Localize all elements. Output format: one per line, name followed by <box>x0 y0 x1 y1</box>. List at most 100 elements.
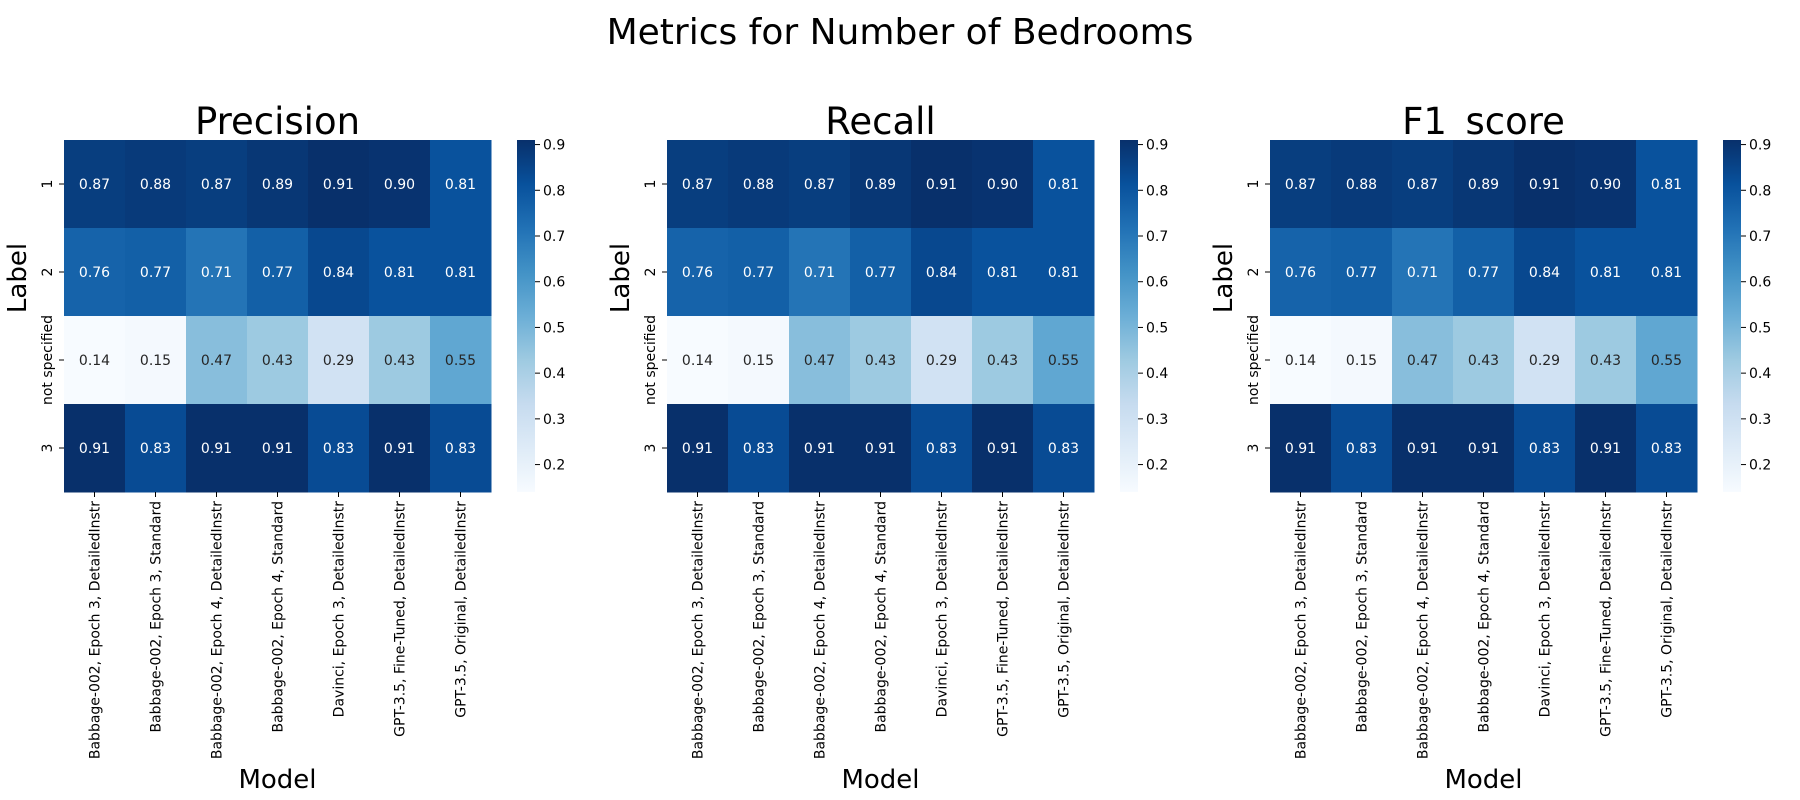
y-axis-label-f1-score: Label <box>1209 243 1239 313</box>
cell-label-f1-score-r0-c4: 0.91 <box>1529 177 1560 193</box>
cell-label-precision-r2-c5: 0.43 <box>384 353 415 369</box>
heatmap-cell-recall-r3-c0 <box>667 404 729 493</box>
cell-label-f1-score-r0-c0: 0.87 <box>1285 177 1316 193</box>
cell-label-recall-r2-c1: 0.15 <box>743 353 774 369</box>
cell-label-f1-score-r1-c6: 0.81 <box>1651 265 1682 281</box>
heatmap-cell-f1-score-r2-c1 <box>1331 316 1393 405</box>
heatmap-cell-precision-r2-c2 <box>186 316 248 405</box>
cell-label-recall-r0-c3: 0.89 <box>865 177 896 193</box>
heatmap-cell-precision-r2-c5 <box>369 316 431 405</box>
heatmap-cell-precision-r0-c1 <box>125 140 187 229</box>
panel-title-precision: Precision <box>195 100 360 143</box>
heatmap-cell-f1-score-r3-c6 <box>1636 404 1698 493</box>
colorbar-tick-label-recall-2: 0.4 <box>1146 366 1168 382</box>
cell-label-precision-r1-c0: 0.76 <box>79 265 110 281</box>
cell-label-precision-r1-c2: 0.71 <box>201 265 232 281</box>
heatmap-cell-f1-score-r1-c0 <box>1270 228 1332 317</box>
cell-label-precision-r2-c6: 0.55 <box>445 353 476 369</box>
colorbar-tick-label-precision-2: 0.4 <box>543 366 565 382</box>
cell-label-recall-r0-c2: 0.87 <box>804 177 835 193</box>
cell-label-f1-score-r1-c2: 0.71 <box>1407 265 1438 281</box>
heatmap-cell-recall-r2-c2 <box>789 316 851 405</box>
x-tick-label-recall-5: GPT-3.5, Fine-Tuned, DetailedInstr <box>996 501 1012 737</box>
x-tick-label-precision-1: Babbage-002, Epoch 3, Standard <box>149 501 165 733</box>
heatmap-cell-recall-r0-c2 <box>789 140 851 229</box>
heatmap-cell-precision-r1-c1 <box>125 228 187 317</box>
cell-label-f1-score-r2-c5: 0.43 <box>1590 353 1621 369</box>
heatmap-cell-f1-score-r3-c1 <box>1331 404 1393 493</box>
y-tick-label-recall-1: 2 <box>643 268 659 277</box>
heatmap-cell-recall-r0-c5 <box>972 140 1034 229</box>
cell-label-recall-r3-c2: 0.91 <box>804 441 835 457</box>
cell-label-f1-score-r0-c6: 0.81 <box>1651 177 1682 193</box>
cell-label-f1-score-r2-c3: 0.43 <box>1468 353 1499 369</box>
y-tick-label-recall-0: 1 <box>643 180 659 189</box>
heatmap-cell-recall-r1-c3 <box>850 228 912 317</box>
colorbar-tick-label-precision-4: 0.6 <box>543 275 565 291</box>
x-tick-label-precision-3: Babbage-002, Epoch 4, Standard <box>271 501 287 733</box>
colorbar-f1-score <box>1723 140 1741 492</box>
cell-label-recall-r1-c5: 0.81 <box>987 265 1018 281</box>
heatmap-cell-recall-r1-c4 <box>911 228 973 317</box>
x-tick-label-precision-2: Babbage-002, Epoch 4, DetailedInstr <box>210 501 226 759</box>
colorbar-tick-label-recall-5: 0.7 <box>1146 229 1168 245</box>
heatmap-cell-f1-score-r0-c0 <box>1270 140 1332 229</box>
x-tick-label-recall-2: Babbage-002, Epoch 4, DetailedInstr <box>813 501 829 759</box>
heatmap-cell-recall-r3-c5 <box>972 404 1034 493</box>
y-tick-label-recall-2: not specified <box>643 315 659 405</box>
colorbar-tick-label-f1-score-7: 0.9 <box>1749 138 1771 154</box>
heatmap-cell-f1-score-r0-c3 <box>1453 140 1515 229</box>
cell-label-f1-score-r1-c5: 0.81 <box>1590 265 1621 281</box>
figure-title: Metrics for Number of Bedrooms <box>607 12 1194 53</box>
cell-label-f1-score-r3-c4: 0.83 <box>1529 441 1560 457</box>
heatmap-cell-precision-r0-c5 <box>369 140 431 229</box>
heatmap-cell-precision-r3-c6 <box>430 404 492 493</box>
heatmap-cell-f1-score-r0-c5 <box>1575 140 1637 229</box>
cell-label-f1-score-r1-c4: 0.84 <box>1529 265 1560 281</box>
colorbar-tick-label-recall-6: 0.8 <box>1146 183 1168 199</box>
cell-label-precision-r3-c4: 0.83 <box>323 441 354 457</box>
cell-label-precision-r0-c0: 0.87 <box>79 177 110 193</box>
heatmap-cell-f1-score-r3-c4 <box>1514 404 1576 493</box>
y-tick-label-precision-2: not specified <box>40 315 56 405</box>
heatmap-cell-recall-r2-c3 <box>850 316 912 405</box>
heatmap-cell-recall-r3-c2 <box>789 404 851 493</box>
cell-label-f1-score-r2-c4: 0.29 <box>1529 353 1560 369</box>
cell-label-precision-r3-c2: 0.91 <box>201 441 232 457</box>
y-tick-label-precision-1: 2 <box>40 268 56 277</box>
colorbar-tick-label-f1-score-5: 0.7 <box>1749 229 1771 245</box>
cell-label-recall-r1-c6: 0.81 <box>1048 265 1079 281</box>
heatmap-cell-f1-score-r2-c0 <box>1270 316 1332 405</box>
heatmap-cell-precision-r1-c2 <box>186 228 248 317</box>
cell-label-precision-r2-c2: 0.47 <box>201 353 232 369</box>
cell-label-recall-r3-c3: 0.91 <box>865 441 896 457</box>
heatmap-cell-recall-r2-c1 <box>728 316 790 405</box>
cell-label-precision-r3-c0: 0.91 <box>79 441 110 457</box>
x-tick-label-f1-score-3: Babbage-002, Epoch 4, Standard <box>1477 501 1493 733</box>
x-tick-label-f1-score-5: GPT-3.5, Fine-Tuned, DetailedInstr <box>1599 501 1615 737</box>
cell-label-recall-r1-c3: 0.77 <box>865 265 896 281</box>
cell-label-f1-score-r2-c0: 0.14 <box>1285 353 1316 369</box>
heatmap-cell-recall-r3-c6 <box>1033 404 1095 493</box>
heatmap-cell-recall-r1-c6 <box>1033 228 1095 317</box>
cell-label-f1-score-r1-c3: 0.77 <box>1468 265 1499 281</box>
colorbar-tick-label-recall-7: 0.9 <box>1146 138 1168 154</box>
colorbar-tick-label-recall-4: 0.6 <box>1146 275 1168 291</box>
cell-label-recall-r2-c0: 0.14 <box>682 353 713 369</box>
heatmap-cell-f1-score-r1-c5 <box>1575 228 1637 317</box>
cell-label-precision-r1-c5: 0.81 <box>384 265 415 281</box>
colorbar-tick-label-f1-score-1: 0.3 <box>1749 412 1771 428</box>
x-tick-label-f1-score-1: Babbage-002, Epoch 3, Standard <box>1355 501 1371 733</box>
y-axis-label-precision: Label <box>3 243 33 313</box>
heatmap-cell-recall-r0-c3 <box>850 140 912 229</box>
heatmap-cell-f1-score-r1-c1 <box>1331 228 1393 317</box>
heatmap-cell-precision-r0-c2 <box>186 140 248 229</box>
heatmap-cell-recall-r2-c0 <box>667 316 729 405</box>
colorbar-recall <box>1120 140 1138 492</box>
heatmap-cell-precision-r3-c5 <box>369 404 431 493</box>
cell-label-recall-r3-c6: 0.83 <box>1048 441 1079 457</box>
